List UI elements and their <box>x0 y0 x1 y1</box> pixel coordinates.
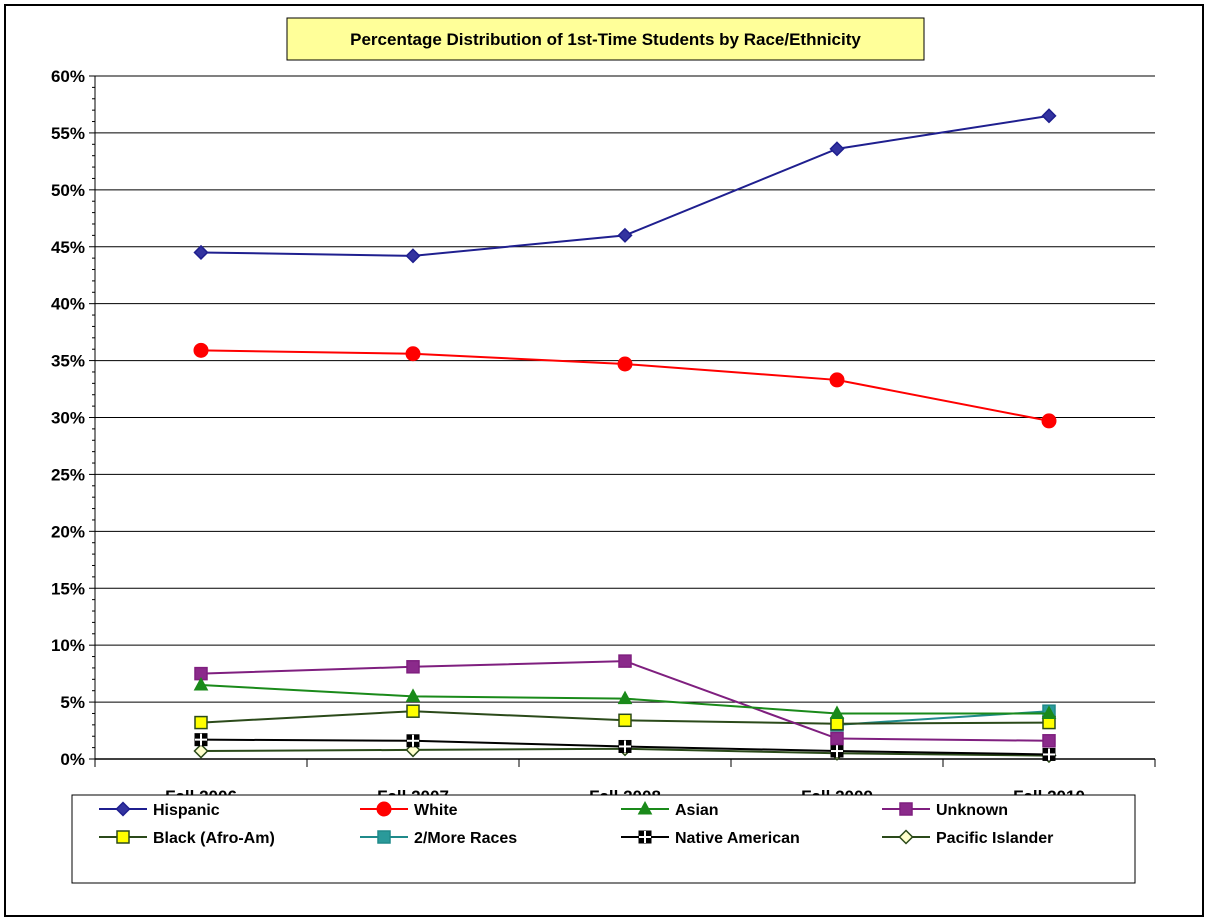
y-tick-label: 15% <box>51 579 85 598</box>
series-2-more-races <box>830 704 1056 732</box>
data-point <box>405 346 421 362</box>
y-tick-label: 55% <box>51 124 85 143</box>
chart-title-box <box>286 17 925 61</box>
y-tick-label: 45% <box>51 238 85 257</box>
series-native-american <box>194 733 1056 761</box>
data-point <box>617 227 633 243</box>
legend-item: Hispanic <box>99 801 220 819</box>
data-point <box>193 676 209 691</box>
data-point <box>617 690 633 705</box>
series-black-afro-am- <box>194 704 1056 731</box>
legend-marker <box>637 800 653 815</box>
data-point <box>830 716 844 731</box>
data-point <box>193 244 209 261</box>
series-unknown <box>194 654 1056 748</box>
legend-label: 2/More Races <box>414 830 517 847</box>
data-point <box>618 713 632 728</box>
legend-marker <box>116 830 130 844</box>
data-point <box>193 743 209 759</box>
legend-item: Pacific Islander <box>882 829 1053 847</box>
legend-label: Black (Afro-Am) <box>153 830 275 847</box>
data-point <box>618 654 632 668</box>
y-tick-label: 10% <box>51 636 85 655</box>
legend-marker <box>115 801 131 817</box>
y-tick-label: 5% <box>60 693 85 712</box>
legend-label: Asian <box>675 802 719 819</box>
axes: 0%5%10%15%20%25%30%35%40%45%50%55%60%Fal… <box>51 67 1156 806</box>
legend-label: Native American <box>675 830 800 847</box>
data-point <box>1041 705 1057 719</box>
data-point <box>829 141 845 157</box>
series-white <box>193 342 1057 429</box>
legend-marker <box>899 802 913 816</box>
y-tick-label: 20% <box>51 522 85 541</box>
data-point <box>194 715 208 730</box>
data-point <box>406 660 420 674</box>
legend-item: Native American <box>621 830 800 847</box>
legend-label: Pacific Islander <box>936 830 1053 847</box>
data-point <box>1041 108 1057 124</box>
y-tick-label: 40% <box>51 295 85 314</box>
series-lines <box>193 108 1057 764</box>
data-point <box>1041 413 1057 429</box>
legend-item: Unknown <box>882 802 1008 819</box>
legend-marker <box>377 830 391 844</box>
chart-frame <box>4 4 1204 917</box>
y-tick-label: 30% <box>51 409 85 428</box>
series-hispanic <box>193 108 1057 264</box>
y-tick-label: 50% <box>51 181 85 200</box>
legend-marker <box>376 801 392 817</box>
data-point <box>617 356 633 372</box>
data-point <box>405 688 421 702</box>
y-tick-label: 60% <box>51 67 85 86</box>
y-tick-label: 35% <box>51 352 85 371</box>
legend-item: Asian <box>621 800 719 819</box>
legend-label: Hispanic <box>153 802 220 819</box>
chart-title: Percentage Distribution of 1st-Time Stud… <box>350 30 861 49</box>
legend-marker <box>898 829 914 845</box>
y-tick-label: 25% <box>51 465 85 484</box>
legend: Hispanic White Asian Unknown Black (Afro-Am)… <box>99 800 1053 847</box>
legend-item: Black (Afro-Am) <box>99 830 275 847</box>
data-point <box>830 731 844 746</box>
data-point <box>193 342 209 358</box>
y-tick-label: 0% <box>60 750 85 769</box>
legend-box <box>71 794 1136 884</box>
data-point <box>406 704 420 718</box>
legend-item: White <box>360 801 458 819</box>
legend-item: 2/More Races <box>360 830 517 847</box>
legend-label: White <box>414 802 458 819</box>
data-point <box>829 705 845 719</box>
data-point <box>1042 734 1056 748</box>
data-point <box>405 248 421 264</box>
series-asian <box>193 676 1057 719</box>
legend-label: Unknown <box>936 802 1008 819</box>
data-point <box>829 372 845 388</box>
